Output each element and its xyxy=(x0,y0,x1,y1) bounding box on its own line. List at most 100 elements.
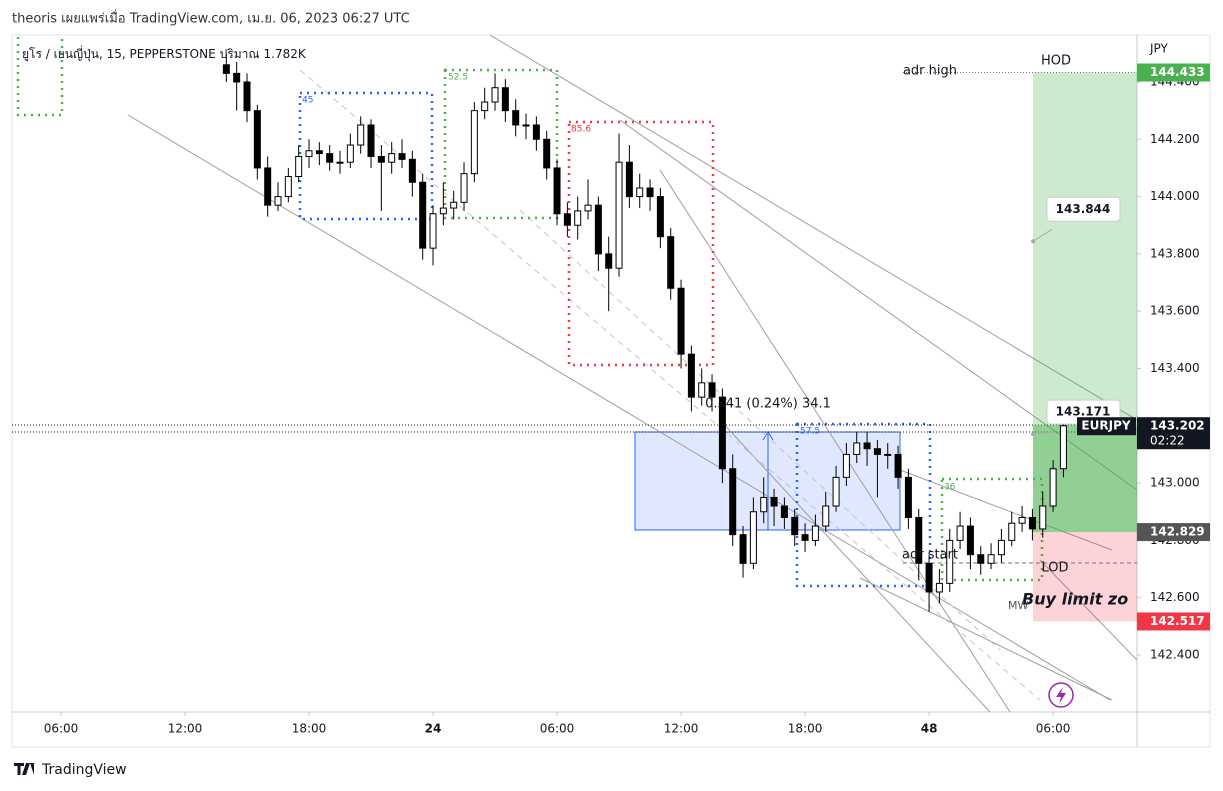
stop-zone xyxy=(1033,532,1137,622)
target-zone xyxy=(1033,72,1137,533)
box-label: 36 xyxy=(944,483,956,493)
trendline xyxy=(659,169,1011,712)
y-tick-label: 143.600 xyxy=(1150,304,1200,318)
box-label: 52.5 xyxy=(448,73,468,83)
candle-body xyxy=(1028,516,1036,530)
symbol-box xyxy=(1077,417,1136,436)
candle-body xyxy=(398,153,406,160)
candle-body xyxy=(636,187,644,198)
candle-body xyxy=(419,181,427,249)
dotted-box xyxy=(298,91,434,221)
annotation: Buy limit zo xyxy=(1022,590,1128,609)
candle-body xyxy=(1018,516,1026,524)
candle-body xyxy=(822,505,830,527)
legend: ยูโร / เยนญี่ปุ่น, 15, PEPPERSTONE ปริมาณ… xyxy=(22,45,307,62)
candle-body xyxy=(832,476,840,507)
box-label: 57.5 xyxy=(800,427,820,437)
candle-body xyxy=(274,196,282,206)
candle-body xyxy=(501,87,509,112)
candle-body xyxy=(894,453,902,478)
candle-body xyxy=(791,516,799,536)
callout-label: 143.171 xyxy=(1056,405,1111,419)
footer: TradingView xyxy=(41,762,127,778)
candle-body xyxy=(450,201,458,209)
legend-volume: 1.782K xyxy=(264,47,307,61)
progress-zone xyxy=(1033,425,1137,533)
candle-body xyxy=(646,187,654,198)
candle-body xyxy=(253,110,261,169)
price-marker-label: 142.517 xyxy=(1150,614,1205,628)
dotted-box xyxy=(443,68,559,220)
annotation: adr high xyxy=(903,64,957,79)
candle-body xyxy=(863,442,871,450)
tv-logo xyxy=(14,763,34,775)
candle-body xyxy=(594,204,602,255)
candle-body xyxy=(977,554,985,564)
price-marker xyxy=(1137,523,1210,542)
candle-body xyxy=(1008,522,1016,541)
candle-body xyxy=(1059,425,1067,470)
header: theoris เผยแพร่เมื่อ TradingView.com, เม… xyxy=(12,10,410,27)
dotted-box xyxy=(567,120,715,367)
candle-body xyxy=(853,442,861,455)
candle-body xyxy=(532,124,540,140)
candle-body xyxy=(326,153,334,163)
candle-body xyxy=(925,562,933,593)
callout-label: 143.844 xyxy=(1056,202,1111,216)
trendline xyxy=(619,119,1137,491)
y-tick-label: 142.400 xyxy=(1150,647,1200,661)
symbol-label: EURJPY xyxy=(1081,419,1130,433)
candle-body xyxy=(357,124,365,146)
candle-body xyxy=(811,525,819,541)
candle-body xyxy=(739,534,747,564)
candle-body xyxy=(233,72,241,83)
candle-body xyxy=(997,539,1005,556)
candle-body xyxy=(336,161,344,164)
annotation: LOD xyxy=(1041,561,1068,576)
candle-body xyxy=(222,64,230,74)
candle-body xyxy=(563,213,571,226)
box-label: 45 xyxy=(302,96,313,106)
y-tick-label: 143.400 xyxy=(1150,361,1200,375)
y-tick-label: 142.600 xyxy=(1150,590,1200,604)
price-marker-label: 144.433 xyxy=(1150,65,1205,79)
candle-body xyxy=(770,496,778,507)
candle-body xyxy=(439,207,447,215)
candle-body xyxy=(481,101,489,112)
candle-body xyxy=(605,253,613,269)
candle-body xyxy=(780,505,788,518)
candle-body xyxy=(491,87,499,103)
candle-body xyxy=(346,144,354,163)
candle-body xyxy=(388,153,396,163)
position xyxy=(903,72,1137,622)
y-tick-label: 144.200 xyxy=(1150,132,1200,146)
alert-icon[interactable] xyxy=(1048,682,1074,708)
annotation: MW xyxy=(1008,599,1028,612)
candle-body xyxy=(460,173,468,203)
candle-body xyxy=(367,124,375,157)
candle-body xyxy=(1039,505,1047,530)
trendline xyxy=(899,469,1113,551)
candle-body xyxy=(698,382,706,398)
candle-body xyxy=(295,155,303,178)
candle-body xyxy=(904,476,912,518)
x-tick-label: 18:00 xyxy=(788,722,823,736)
chart-frame xyxy=(11,34,1211,748)
price-marker xyxy=(1137,417,1210,450)
trendline-dashed xyxy=(519,209,1001,651)
dotted-box xyxy=(940,477,1044,582)
x-tick-label: 06:00 xyxy=(1036,722,1071,736)
price-marker-label: 142.829 xyxy=(1150,525,1205,539)
candle-body xyxy=(522,124,530,127)
candle-body xyxy=(656,196,664,238)
callout-box xyxy=(1046,196,1121,222)
candle-body xyxy=(470,110,478,175)
candle-body xyxy=(377,155,385,163)
candle-body xyxy=(305,150,313,157)
dotted-box xyxy=(16,35,64,117)
candle-body xyxy=(842,453,850,478)
candle-body xyxy=(729,468,737,536)
x-tick-label: 12:00 xyxy=(664,722,699,736)
x-tick-label: 18:00 xyxy=(292,722,327,736)
candle-body xyxy=(284,176,292,198)
